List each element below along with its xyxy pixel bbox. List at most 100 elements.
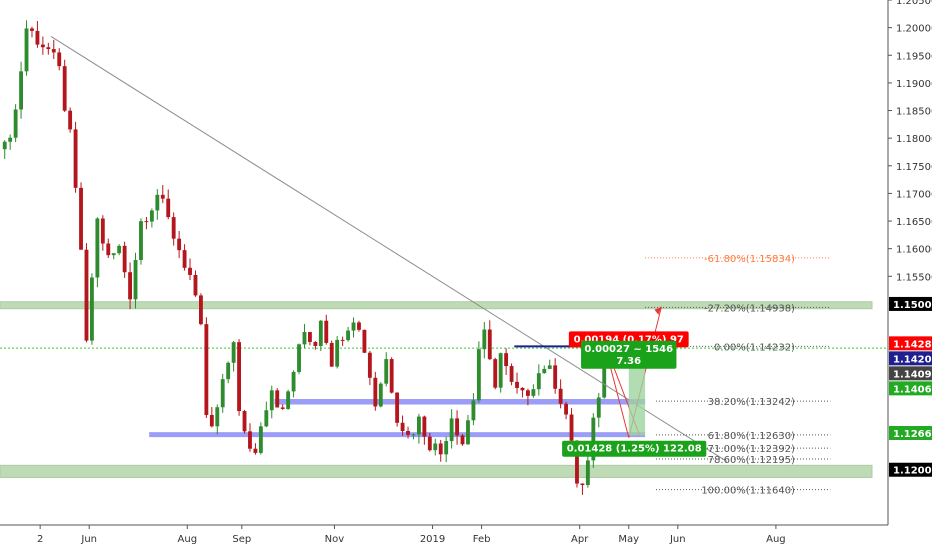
candle-body [35,30,40,45]
candle-body [427,436,432,451]
time-tick-label: Nov [325,534,345,545]
price-tick-label: 1.16500 [896,217,932,228]
candle-body [139,221,143,260]
price-tick-label: 1.19500 [896,51,932,62]
candle-body [585,460,590,486]
time-tick-label: Jun [80,534,97,545]
candle-body [215,407,220,427]
candle-body [547,365,552,369]
time-tick-label: 2019 [420,534,445,545]
price-badge [889,462,932,477]
time-tick-label: 2 [37,534,43,545]
candle-body [313,341,318,347]
candle-body [291,371,296,392]
candle-body [526,390,530,396]
candle-body [318,320,323,347]
candle-body [46,47,51,50]
candle-body [433,443,438,451]
candle-body [553,365,558,389]
time-tick-label: Aug [766,534,786,545]
fib-label: -61.80%(1.15834) [704,254,795,265]
price-tick-label: 1.19000 [896,79,932,90]
candle-body [68,110,73,130]
measure-box-text: 7.36 [616,356,641,367]
candle-body [95,218,100,278]
candle-body [106,243,111,256]
fib-label: -27.20%(1.14938) [704,303,795,314]
price-badge-label: 1.15000 [893,300,932,311]
candle-body [340,339,345,341]
candle-body [111,253,116,256]
measure-box [562,440,707,457]
candle-body [362,329,367,353]
candle-body [84,249,89,341]
price-tick-label: 1.16000 [896,245,932,256]
candle-body [297,344,301,372]
candle-body [117,245,122,254]
candle-body [133,259,138,300]
candle-body [449,418,454,442]
candle-body [237,342,241,412]
measure-box-text: 0.01428 (1.25%) 122.08 [567,444,702,455]
price-badge [889,336,932,351]
candle-body [128,272,132,300]
candle-body [248,431,252,449]
candle-body [264,410,269,427]
candle-body [188,267,192,275]
candle-body [57,52,62,67]
level-layer [0,301,888,478]
candle-body [166,198,171,218]
candle-body [367,352,372,378]
candle-body [346,330,350,341]
candle-body [498,353,503,388]
price-badge-label: 1.12665 [893,429,932,440]
candle-body [182,250,187,268]
price-badge-label: 1.14093 [893,369,932,380]
candle-body [253,448,258,453]
candle-body [542,368,547,374]
fib-label: 71.00%(1.12392) [708,444,795,455]
candle-body [335,339,340,367]
price-tick-label: 1.20500 [896,0,932,7]
blue-band-2 [149,432,646,438]
price-badges-layer: 1.15000 1.14287 1.14200 1.14093 1.14066 1.126… [889,296,932,477]
candle-body [351,322,356,331]
candle-body [30,28,34,31]
time-tick-label: Sep [232,534,251,545]
resistance-zone [0,301,873,310]
candle-body [79,187,83,250]
price-tick-label: 1.17000 [896,189,932,200]
candle-body [520,387,525,391]
candle-body [177,238,182,251]
candle-body [482,329,487,350]
candle-body [155,194,160,211]
candle-body [24,28,29,72]
candle-body [591,417,596,461]
measure-highlight [628,362,646,436]
candle-body [558,388,563,404]
candle-body [286,391,291,409]
measure-box [581,340,677,369]
candle-body [122,245,127,273]
candle-body [493,359,498,388]
candle-body [504,353,509,367]
price-tick-label: 1.15500 [896,272,932,283]
candle-body [171,217,176,239]
candle-body [275,390,280,408]
candle-body [536,373,541,390]
candle-body [90,277,94,341]
price-badge [889,425,932,440]
candle-body [357,322,361,330]
candle-body [204,324,209,415]
candle-body [231,342,236,363]
candle-body [160,194,165,199]
candle-body [564,403,568,415]
candle-body [389,359,394,393]
candle-body [8,137,13,142]
candle-body [395,392,400,423]
candle-body [438,443,443,455]
trendline [50,36,728,462]
